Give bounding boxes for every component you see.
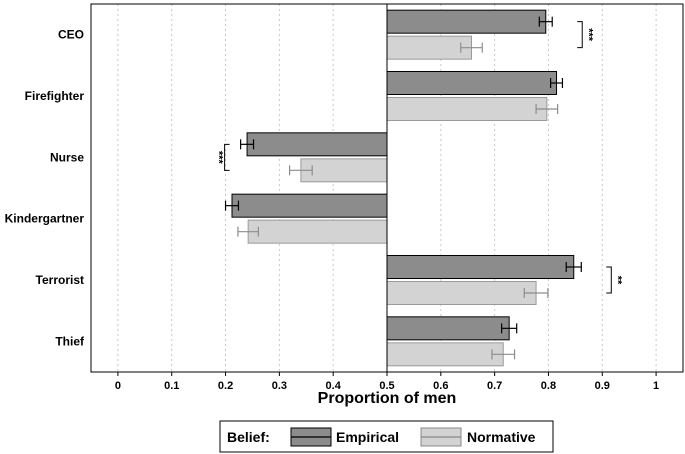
category-label: Firefighter xyxy=(25,89,85,103)
grid-lines xyxy=(117,4,657,372)
bar-empirical xyxy=(246,132,388,157)
bar-empirical xyxy=(231,193,388,218)
significance-bracket xyxy=(577,21,583,49)
bar-empirical xyxy=(386,71,558,95)
bar-normative xyxy=(386,35,472,60)
category-label: Nurse xyxy=(50,150,84,164)
legend: Belief: Empirical Normative xyxy=(219,420,554,453)
bar-normative xyxy=(386,281,537,305)
significance-brackets: ******** xyxy=(213,21,623,294)
legend-label-normative: Normative xyxy=(467,429,536,445)
significance-bracket xyxy=(606,266,612,294)
bar-normative xyxy=(247,219,388,244)
x-tick-label: 0.2 xyxy=(218,380,233,392)
bar-empirical xyxy=(386,255,575,279)
significance-bracket xyxy=(224,143,230,171)
x-tick-label: 0 xyxy=(115,380,121,392)
legend-title: Belief: xyxy=(227,429,270,445)
category-label: Kindergartner xyxy=(5,212,85,226)
bar-empirical xyxy=(386,9,547,34)
legend-label-empirical: Empirical xyxy=(336,429,399,445)
legend-box xyxy=(219,420,554,453)
plot-border xyxy=(90,3,684,373)
x-tick-label: 0.4 xyxy=(326,380,342,392)
bars xyxy=(231,9,575,367)
x-tick-label: 0.9 xyxy=(595,380,610,392)
x-tick-label: 0.5 xyxy=(379,380,394,392)
x-axis-title: Proportion of men xyxy=(318,390,457,407)
category-label: Thief xyxy=(55,334,85,348)
x-tick-label: 0.7 xyxy=(487,380,502,392)
x-tick-label: 0.1 xyxy=(164,380,179,392)
x-axis-ticks: 0 0.1 0.2 0.3 0.4 0.5 0.6 0.7 0.8 0.9 1 xyxy=(115,372,659,392)
significance-label: *** xyxy=(213,151,225,165)
bar-normative xyxy=(386,342,504,367)
category-labels: CEO Firefighter Nurse Kindergartner Terroris… xyxy=(5,28,85,349)
category-label: Terrorist xyxy=(36,273,84,287)
bar-normative xyxy=(386,97,548,121)
x-tick-label: 0.8 xyxy=(541,380,556,392)
bar-normative xyxy=(300,158,388,183)
x-tick-label: 0.6 xyxy=(433,380,448,392)
x-tick-label: 1 xyxy=(653,380,659,392)
significance-label: ** xyxy=(611,276,623,285)
error-bars xyxy=(224,16,582,360)
category-label: CEO xyxy=(58,28,84,42)
x-tick-label: 0.3 xyxy=(272,380,287,392)
significance-label: *** xyxy=(582,28,594,42)
bar-empirical xyxy=(386,316,510,341)
